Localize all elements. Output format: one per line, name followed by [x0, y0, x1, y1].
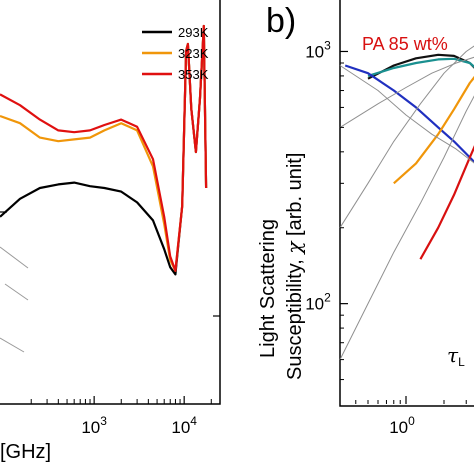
panel-b-x-tick-label: 100	[389, 414, 415, 437]
panel-b-tau-annotation: τL	[447, 343, 465, 369]
panel-b-y-tick-label-base: 10	[305, 295, 324, 314]
panel-a-guide-line	[0, 337, 25, 353]
panel-a-series	[0, 24, 208, 276]
panel-a-x-tick-label: 103	[81, 414, 107, 437]
panel-b-tau-symbol: τ	[447, 343, 459, 367]
panel-b-tau-subscript: L	[458, 355, 465, 369]
panel-a-x-tick-labels: 103 104	[81, 414, 197, 437]
panel-a-series-353K	[0, 24, 208, 272]
panel-b-series-2	[344, 64, 474, 164]
panel-a-x-tick-label: 104	[171, 414, 197, 437]
panel-a-x-axis-label: [GHz]	[0, 441, 51, 463]
legend-label-353K: 353K	[178, 67, 209, 82]
panel-b-series-4	[419, 145, 474, 260]
panel-b-y-tick-label-exponent: 2	[324, 291, 331, 305]
panel-b-series-3	[393, 75, 474, 185]
panel-b-y-axis-label: Light Scattering Susceptibility, χ [arb.…	[257, 153, 306, 380]
panel-a-guide-line	[4, 283, 29, 301]
panel-a-x-tick-label-exponent: 3	[100, 414, 107, 428]
panel-a-x-ticks	[30, 396, 212, 404]
legend-label-323K: 323K	[178, 46, 209, 61]
panel-a-x-tick-label-base: 10	[81, 418, 100, 437]
panel-b-x-tick-label-base: 10	[389, 418, 408, 437]
panel-a-x-tick-label-exponent: 4	[190, 414, 197, 428]
panel-a-guide-lines	[0, 246, 29, 353]
panel-b-sample-label: PA 85 wt%	[362, 34, 448, 54]
panel-b-y-axis-label-line1: Light Scattering	[257, 219, 279, 358]
legend-label-293K: 293K	[178, 25, 209, 40]
panel-a-guide-line	[0, 246, 29, 269]
panel-b-y-axis-label-line2: Susceptibility, χ [arb. unit]	[282, 153, 306, 380]
panel-b-x-tick-label-exponent: 0	[408, 414, 415, 428]
panel-a-series-323K	[0, 24, 208, 272]
panel-b-y-tick-label-base: 10	[305, 42, 324, 61]
panel-a-x-tick-label-base: 10	[171, 418, 190, 437]
panel-b-frame	[339, 0, 474, 407]
panel-b-fit-curve	[339, 45, 474, 228]
panel-b: b) Light Scattering Susceptibility, χ [a…	[257, 0, 474, 437]
panel-a-legend: 293K 323K 353K	[142, 25, 209, 82]
panel-b-y-tick-label-exponent: 3	[324, 38, 331, 52]
panel-b-y-tick-label: 103	[305, 38, 331, 61]
panel-b-fit-curve	[339, 95, 474, 360]
panel-a-frame	[0, 0, 221, 405]
panel-b-ticks	[340, 50, 467, 404]
panel-b-y-axis-label-text: Susceptibility,	[284, 254, 306, 380]
panel-b-y-tick-label: 102	[305, 291, 331, 314]
panel-b-y-axis-label-units: [arb. unit]	[284, 153, 306, 242]
panel-a-series-293K	[0, 24, 208, 276]
panel-b-series-1	[367, 57, 474, 77]
panel-b-fit-curve	[339, 65, 474, 164]
panel-b-fit-curve	[339, 56, 474, 128]
panel-a-y-ticks	[0, 211, 220, 317]
panel-b-series	[339, 45, 474, 360]
panel-b-label: b)	[266, 2, 296, 40]
panel-b-y-axis-label-symbol: χ	[282, 240, 306, 256]
